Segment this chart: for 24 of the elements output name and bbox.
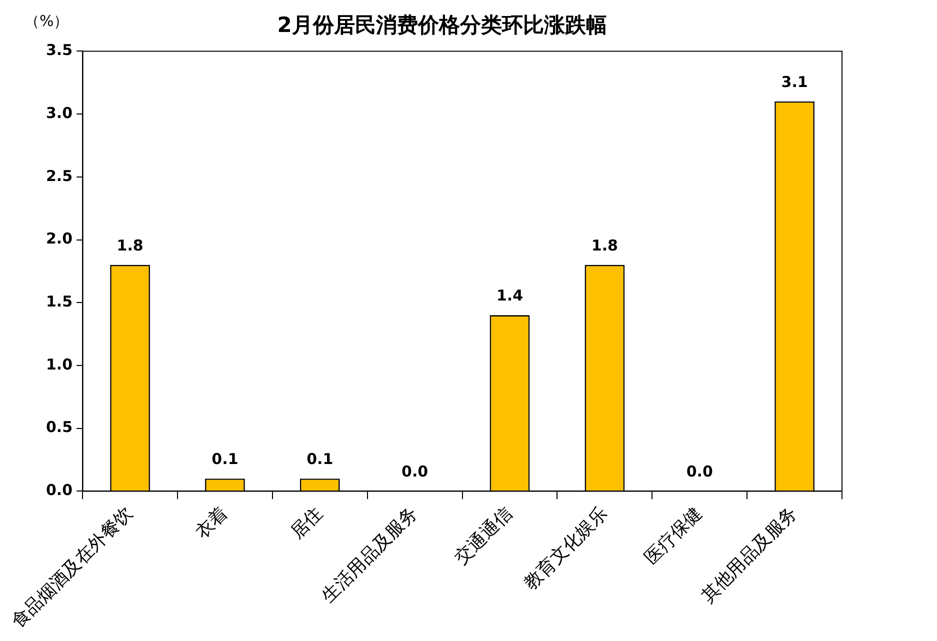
y-tick-label: 0.5 (46, 418, 73, 436)
data-label: 0.1 (306, 450, 334, 468)
data-label: 1.8 (591, 236, 618, 254)
x-tick-label: 医疗保健 (640, 502, 706, 568)
y-tick-label: 3.5 (46, 41, 73, 60)
y-tick-label: 0.0 (46, 481, 73, 500)
x-tick-label: 交通通信 (450, 502, 516, 568)
x-tick-label: 居住 (286, 502, 326, 542)
data-label: 0.0 (402, 462, 428, 481)
data-label: 0.1 (212, 450, 238, 468)
data-label: 1.4 (496, 286, 524, 305)
data-label: 0.0 (686, 462, 713, 481)
y-tick-label: 1.0 (46, 355, 73, 374)
data-label: 1.8 (116, 236, 144, 254)
x-tick-label: 食品烟酒及在外餐饮 (8, 502, 136, 632)
y-tick-label: 1.5 (46, 292, 73, 311)
x-tick-label: 衣着 (192, 502, 232, 542)
y-axis-title: （%） (24, 12, 69, 30)
y-tick-label: 2.0 (46, 230, 73, 248)
x-tick-label: 教育文化娱乐 (520, 502, 611, 594)
y-tick-label: 3.0 (46, 104, 73, 122)
y-tick-label: 2.5 (46, 166, 73, 185)
chart-title: 2月份居民消费价格分类环比涨跌幅 (277, 13, 607, 38)
data-label: 3.1 (781, 72, 808, 91)
